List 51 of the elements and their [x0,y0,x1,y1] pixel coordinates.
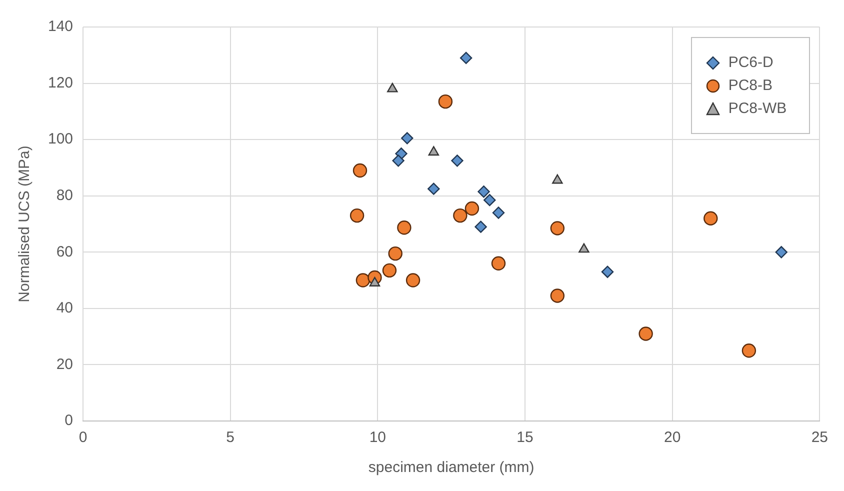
point [478,186,490,198]
point [406,273,420,288]
point [704,211,718,226]
point [356,273,370,288]
point [451,154,464,167]
point [382,263,397,278]
point [464,201,480,216]
point [491,256,506,270]
x-tick-label: 15 [516,429,534,446]
y-tick-label: 60 [56,243,74,260]
x-tick-label: 20 [664,429,681,446]
y-tick-label: 20 [56,356,74,373]
x-axis-title: specimen diameter (mm) [368,459,534,476]
y-tick-label: 100 [48,130,74,148]
point [638,326,653,341]
point [578,243,590,253]
point [601,266,614,278]
point [484,194,496,206]
point [460,52,472,64]
point [550,221,565,236]
legend-label: PC6-D [728,54,774,71]
x-tick-label: 0 [78,429,88,446]
point [392,154,404,167]
y-tick-label: 0 [64,412,74,430]
point [492,206,505,219]
point [352,163,368,178]
y-tick-label: 40 [56,300,74,317]
point [387,82,398,92]
point [428,182,440,195]
point [550,288,565,303]
point [350,208,364,223]
y-axis-title: Normalised UCS (MPa) [16,146,34,302]
x-tick-label: 5 [226,429,235,446]
point [438,94,453,109]
x-tick-label: 25 [811,429,828,446]
y-tick-label: 120 [48,74,74,92]
y-tick-label: 140 [48,18,74,36]
point [397,220,412,235]
point [742,344,756,358]
point [552,174,563,184]
legend-label: PC8-WB [728,100,787,117]
y-tick-label: 80 [56,187,74,204]
x-tick-label: 10 [369,429,386,446]
point [474,220,487,233]
point [775,246,788,258]
point [388,246,402,261]
point [369,277,380,286]
point [428,146,440,156]
point [401,132,414,144]
point [453,208,468,223]
legend-label: PC8-B [728,77,773,94]
